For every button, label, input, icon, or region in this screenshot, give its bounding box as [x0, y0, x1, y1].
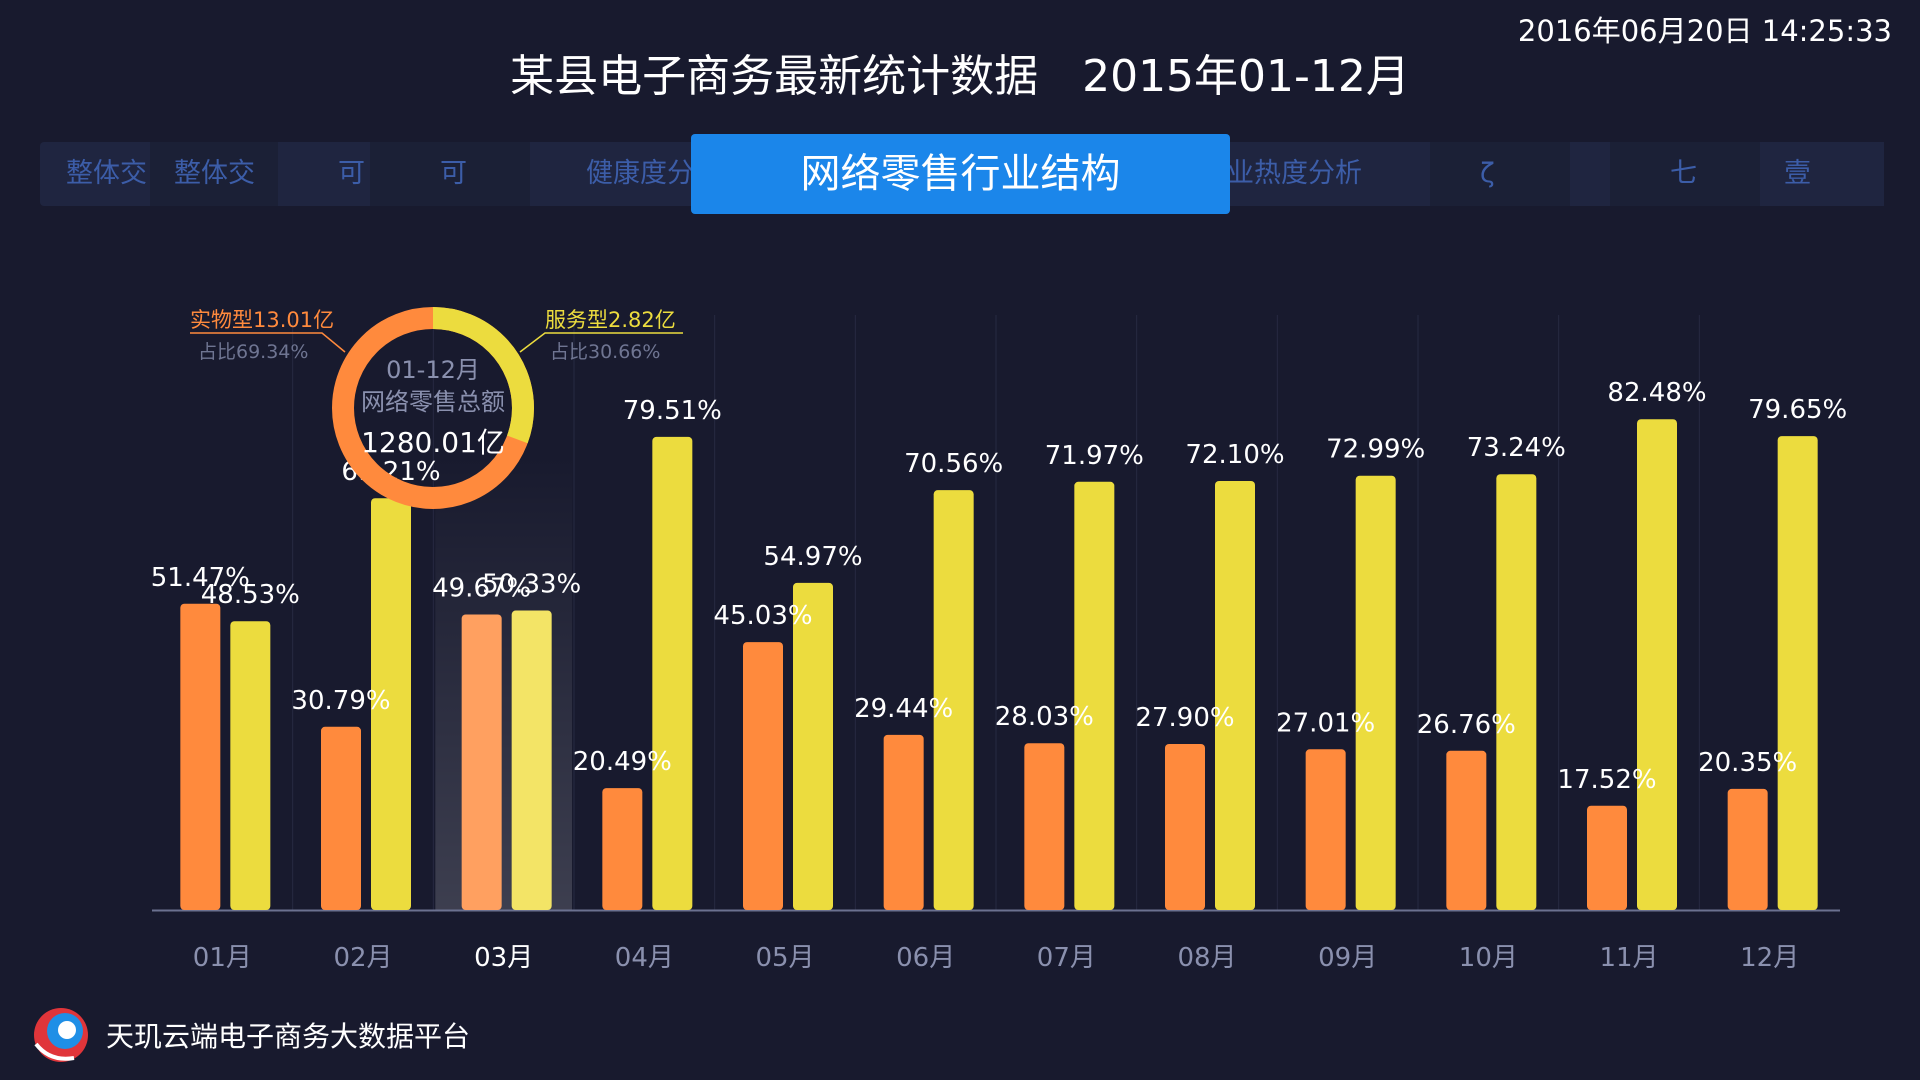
- data-label-physical: 51.47%: [151, 563, 250, 593]
- donut-label-service: 服务型2.82亿: [545, 308, 676, 332]
- data-label-physical: 28.03%: [995, 702, 1094, 732]
- bar-physical: [1024, 743, 1065, 910]
- bar-service: [652, 436, 693, 910]
- bar-physical: [461, 614, 502, 910]
- donut-label-physical: 实物型13.01亿: [190, 308, 334, 332]
- data-label-physical: 30.79%: [291, 686, 390, 716]
- donut-share-service: 占比30.66%: [550, 341, 660, 363]
- x-tick-label: 01月: [193, 943, 252, 973]
- bar-service: [1777, 436, 1818, 910]
- x-tick-label: 06月: [896, 943, 955, 973]
- data-label-physical: 49.67%: [432, 573, 531, 603]
- bar-physical: [1587, 805, 1627, 910]
- bar-service: [1215, 481, 1255, 910]
- x-tick-label: 07月: [1037, 943, 1096, 973]
- bar-physical: [1727, 788, 1768, 910]
- bar-service: [371, 498, 411, 910]
- leader-line-service: [519, 332, 683, 353]
- timestamp: 2016年06月20日 14:25:33: [1517, 14, 1892, 48]
- x-tick-label: 02月: [333, 943, 392, 973]
- donut-label: 网络零售总额: [361, 388, 505, 416]
- donut-total: 1280.01亿: [361, 426, 505, 459]
- bar-physical: [1305, 749, 1346, 910]
- bar-service: [1074, 481, 1115, 910]
- leader-line-physical: [190, 332, 346, 353]
- bar-service: [511, 610, 552, 910]
- bar-physical: [883, 734, 924, 910]
- x-tick-label: 10月: [1459, 943, 1518, 973]
- data-label-service: 48.53%: [201, 580, 300, 610]
- tab-retail-structure[interactable]: 网络零售行业结构: [691, 134, 1230, 214]
- x-tick-label: 05月: [755, 943, 814, 973]
- bar-physical: [743, 642, 783, 910]
- data-label-physical: 45.03%: [713, 601, 812, 631]
- data-label-physical: 29.44%: [854, 694, 953, 724]
- data-label-service: 82.48%: [1607, 378, 1706, 408]
- bar-physical: [602, 788, 643, 910]
- bar-physical: [321, 726, 361, 910]
- donut-segment-service: [332, 307, 534, 509]
- tab-overall-2[interactable]: 整体交: [150, 142, 278, 206]
- bar-physical: [1165, 743, 1205, 910]
- tab-11[interactable]: 壹: [1760, 142, 1884, 206]
- tab-4[interactable]: 可: [370, 142, 530, 206]
- x-tick-label: 11月: [1599, 943, 1658, 973]
- data-label-physical: 26.76%: [1417, 710, 1516, 740]
- data-label-physical: 27.01%: [1276, 708, 1375, 738]
- bar-service: [1355, 475, 1396, 910]
- tab-9[interactable]: [1570, 142, 1610, 206]
- data-label-service: 71.97%: [1045, 441, 1144, 471]
- x-tick-label: 03月: [474, 943, 533, 973]
- tab-overall-1[interactable]: 整体交: [66, 142, 150, 206]
- tab-health[interactable]: 健康度分: [530, 142, 706, 206]
- data-label-service: 72.10%: [1185, 440, 1284, 470]
- data-label-service: 79.51%: [623, 396, 722, 426]
- bar-physical: [1446, 750, 1487, 910]
- bar-service: [230, 621, 271, 910]
- tab-bar: 整体交 整体交 可 可 健康度分 业热度分析 ζ 七 壹: [40, 142, 1884, 206]
- data-label-service: 70.56%: [904, 449, 1003, 479]
- x-tick-label: 04月: [615, 943, 674, 973]
- data-label-service: 54.97%: [763, 542, 862, 572]
- bar-service: [793, 582, 833, 910]
- tab-industry-heat[interactable]: 业热度分析: [1225, 142, 1407, 206]
- bar-service: [1637, 419, 1677, 910]
- data-label-service: 79.65%: [1748, 395, 1847, 425]
- bar-service: [933, 490, 974, 910]
- data-label-service: 73.24%: [1467, 433, 1566, 463]
- data-label-physical: 20.49%: [573, 747, 672, 777]
- x-tick-label: 12月: [1740, 943, 1799, 973]
- data-label-physical: 17.52%: [1557, 765, 1656, 795]
- bar-physical: [180, 603, 221, 910]
- data-label-physical: 20.35%: [1698, 748, 1797, 778]
- donut-period: 01-12月: [386, 356, 480, 384]
- data-label-service: 50.33%: [482, 570, 581, 600]
- data-label-physical: 27.90%: [1135, 703, 1234, 733]
- donut-share-physical: 占比69.34%: [198, 341, 308, 363]
- x-tick-label: 08月: [1177, 943, 1236, 973]
- platform-name: 天玑云端电子商务大数据平台: [106, 1020, 471, 1053]
- footer: 天玑云端电子商务大数据平台: [30, 1005, 470, 1065]
- platform-logo-icon: [34, 1008, 88, 1062]
- page-title: 某县电子商务最新统计数据 2015年01-12月: [510, 51, 1410, 102]
- data-label-service: 72.99%: [1326, 435, 1425, 465]
- bar-service: [1496, 474, 1537, 910]
- x-tick-label: 09月: [1318, 943, 1377, 973]
